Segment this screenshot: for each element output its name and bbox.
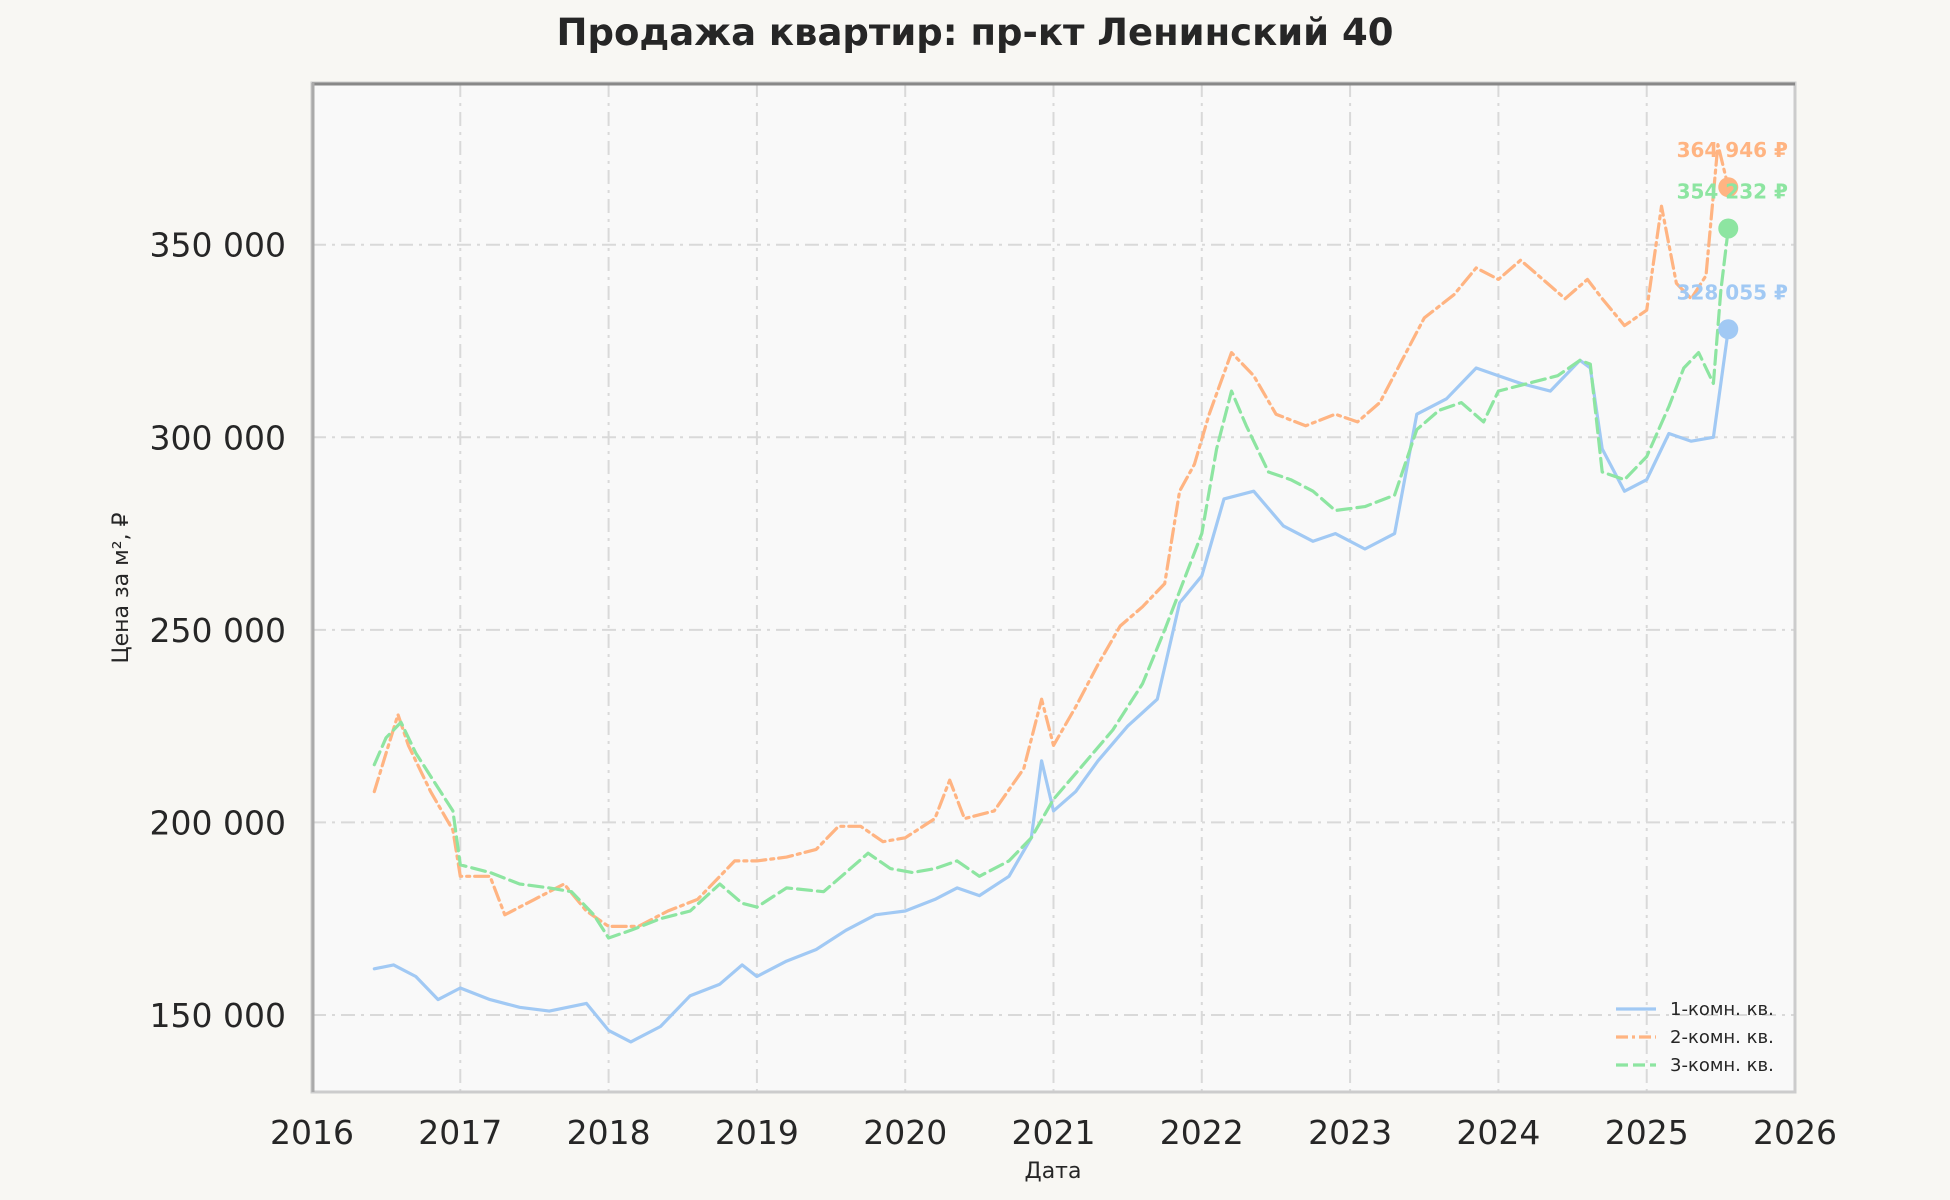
x-tick-label: 2018 [567,1113,651,1152]
y-axis-label: Цена за м², ₽ [109,512,134,663]
y-axis-ticks: 150 000 200 000 250 000 300 000 350 000 [150,226,286,1035]
legend: 1-комн. кв. 2-комн. кв. 3-комн. кв. [1616,999,1774,1076]
x-tick-label: 2020 [863,1113,947,1152]
end-marker-3 [1718,218,1739,239]
x-tick-label: 2023 [1308,1113,1392,1152]
legend-label-2: 2-комн. кв. [1670,1027,1774,1048]
y-tick-label: 250 000 [150,611,286,650]
y-tick-label: 200 000 [150,803,286,842]
x-tick-label: 2026 [1753,1113,1837,1152]
chart-title: Продажа квартир: пр-кт Ленинский 40 [557,11,1394,54]
end-marker-2 [1718,177,1739,198]
end-value-label-1: 328 055 ₽ [1677,280,1788,304]
x-tick-label: 2016 [270,1113,354,1152]
x-tick-label: 2022 [1160,1113,1244,1152]
grid [312,83,1795,1092]
x-tick-label: 2025 [1605,1113,1689,1152]
series-line-1 [372,327,1730,1044]
legend-label-3: 3-комн. кв. [1670,1055,1774,1076]
y-tick-label: 350 000 [150,226,286,265]
series-line-3 [372,226,1730,940]
y-tick-label: 150 000 [150,996,286,1035]
y-tick-label: 300 000 [150,418,286,457]
x-tick-label: 2019 [715,1113,799,1152]
end-value-label-3: 354 232 ₽ [1677,179,1788,203]
legend-label-1: 1-комн. кв. [1670,999,1774,1020]
x-tick-label: 2017 [418,1113,502,1152]
end-value-label-2: 364 946 ₽ [1677,138,1788,162]
x-tick-label: 2021 [1012,1113,1096,1152]
x-tick-label: 2024 [1456,1113,1540,1152]
end-markers: 328 055 ₽ 364 946 ₽ 354 232 ₽ [1677,138,1788,340]
x-axis-label: Дата [1025,1159,1082,1184]
x-axis-ticks: 2016 2017 2018 2019 2020 2021 2022 2023 2024 2025… [270,1113,1837,1152]
series-lines [372,143,1730,1044]
end-marker-1 [1718,319,1739,340]
